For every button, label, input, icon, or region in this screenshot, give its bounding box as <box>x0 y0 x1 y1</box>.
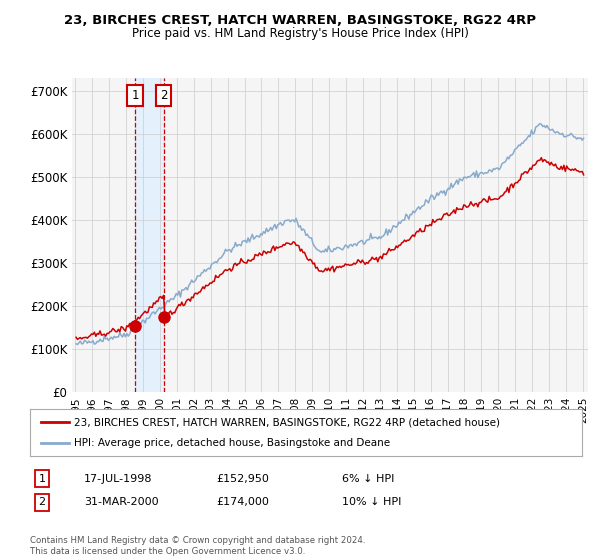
Text: 6% ↓ HPI: 6% ↓ HPI <box>342 474 394 484</box>
Bar <box>135 78 164 392</box>
Text: 23, BIRCHES CREST, HATCH WARREN, BASINGSTOKE, RG22 4RP (detached house): 23, BIRCHES CREST, HATCH WARREN, BASINGS… <box>74 417 500 427</box>
Text: Price paid vs. HM Land Registry's House Price Index (HPI): Price paid vs. HM Land Registry's House … <box>131 27 469 40</box>
Text: 17-JUL-1998: 17-JUL-1998 <box>84 474 152 484</box>
Text: 2: 2 <box>38 497 46 507</box>
Text: Contains HM Land Registry data © Crown copyright and database right 2024.
This d: Contains HM Land Registry data © Crown c… <box>30 536 365 556</box>
Text: HPI: Average price, detached house, Basingstoke and Deane: HPI: Average price, detached house, Basi… <box>74 438 390 448</box>
Text: £152,950: £152,950 <box>216 474 269 484</box>
Text: 10% ↓ HPI: 10% ↓ HPI <box>342 497 401 507</box>
Text: 31-MAR-2000: 31-MAR-2000 <box>84 497 158 507</box>
Text: 2: 2 <box>160 89 167 102</box>
Text: 1: 1 <box>38 474 46 484</box>
Text: £174,000: £174,000 <box>216 497 269 507</box>
Text: 23, BIRCHES CREST, HATCH WARREN, BASINGSTOKE, RG22 4RP: 23, BIRCHES CREST, HATCH WARREN, BASINGS… <box>64 14 536 27</box>
Text: 1: 1 <box>131 89 139 102</box>
